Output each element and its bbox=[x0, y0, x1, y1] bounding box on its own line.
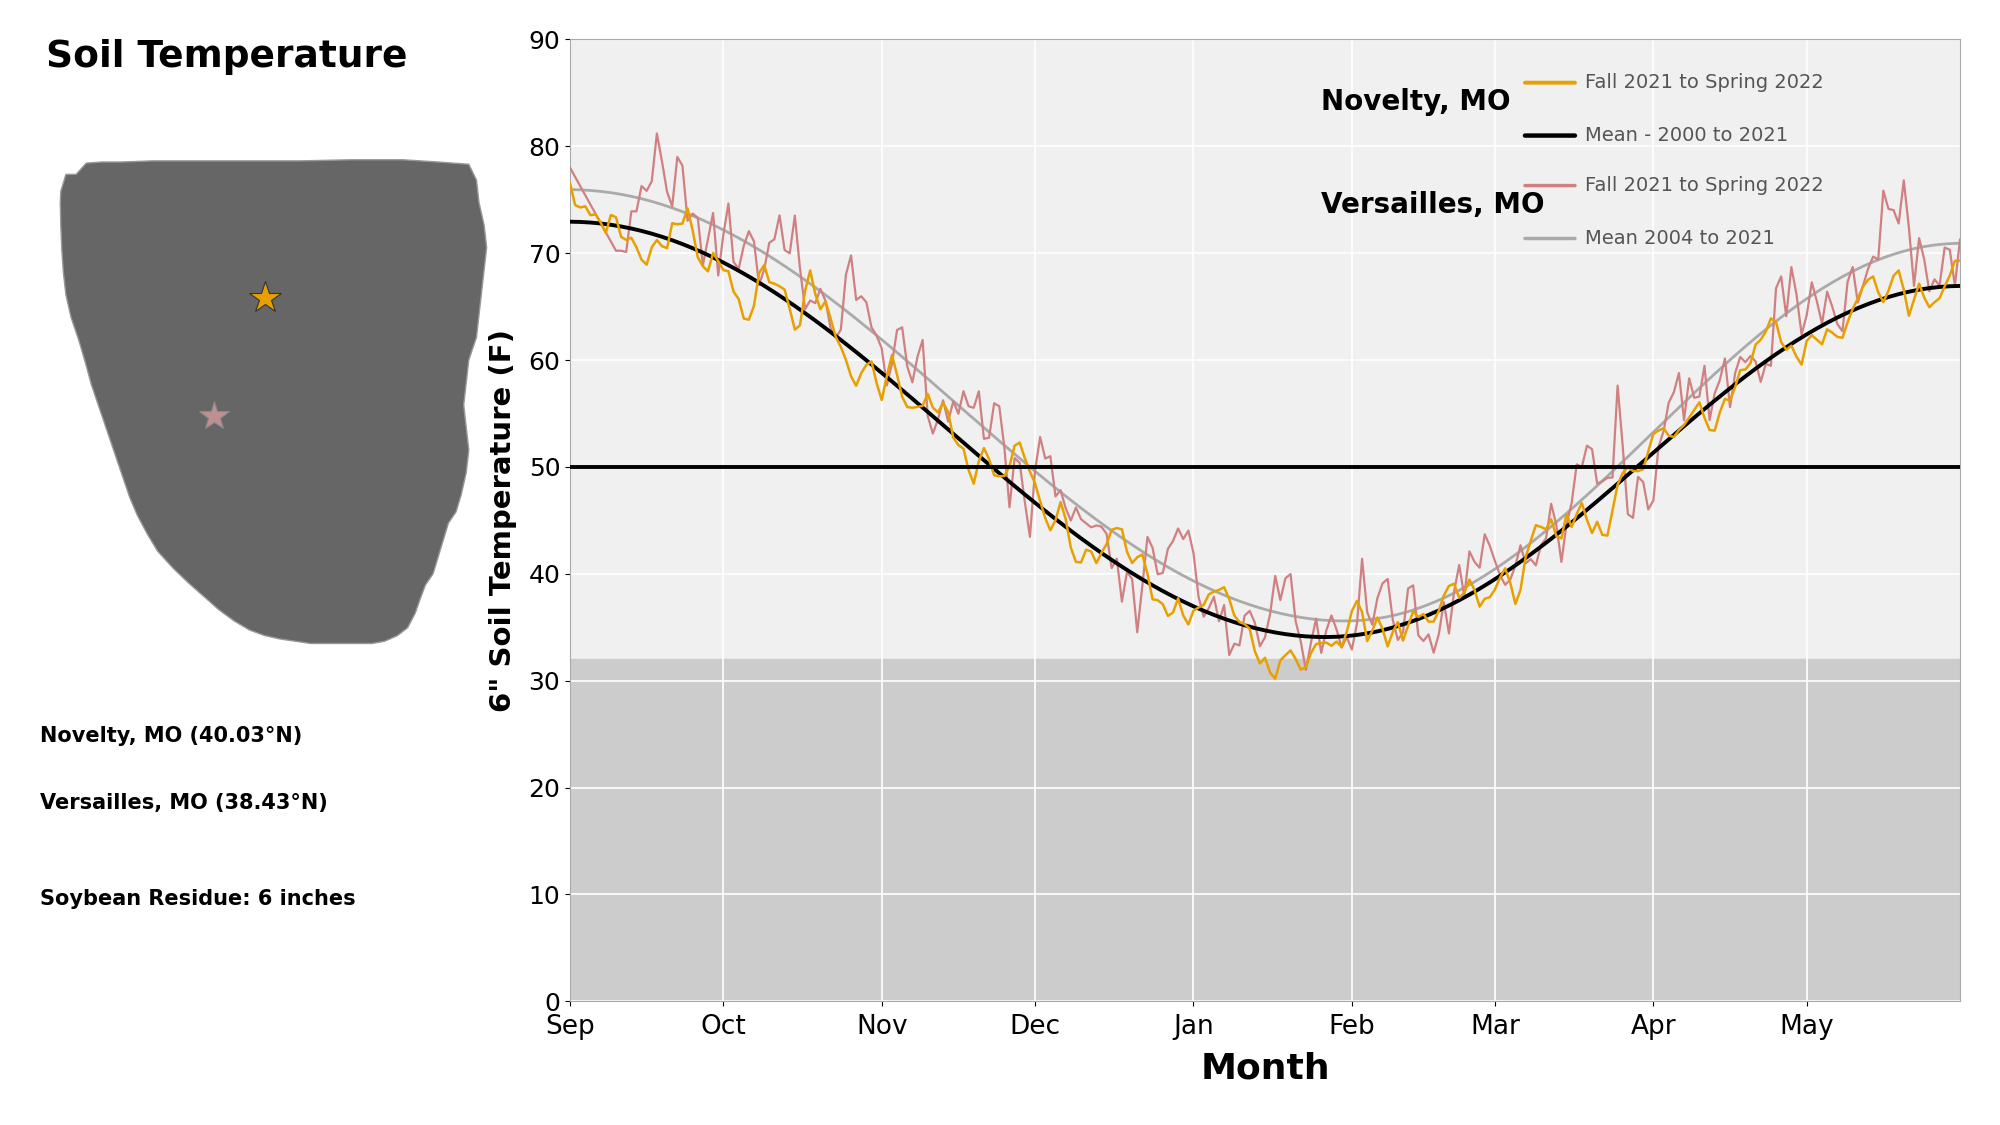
Text: Fall 2021 to Spring 2022: Fall 2021 to Spring 2022 bbox=[1584, 177, 1824, 195]
Y-axis label: 6" Soil Temperature (F): 6" Soil Temperature (F) bbox=[490, 328, 518, 712]
Text: Soybean Residue: 6 inches: Soybean Residue: 6 inches bbox=[40, 889, 356, 909]
Text: Novelty, MO (40.03°N): Novelty, MO (40.03°N) bbox=[40, 726, 302, 746]
Text: Versailles, MO (38.43°N): Versailles, MO (38.43°N) bbox=[40, 793, 328, 813]
Text: Mean - 2000 to 2021: Mean - 2000 to 2021 bbox=[1584, 126, 1788, 145]
Polygon shape bbox=[60, 160, 486, 643]
Text: Mean 2004 to 2021: Mean 2004 to 2021 bbox=[1584, 229, 1774, 248]
Text: Novelty, MO: Novelty, MO bbox=[1320, 88, 1510, 116]
Text: Fall 2021 to Spring 2022: Fall 2021 to Spring 2022 bbox=[1584, 73, 1824, 92]
X-axis label: Month: Month bbox=[1200, 1052, 1330, 1086]
Text: Soil Temperature: Soil Temperature bbox=[46, 39, 408, 75]
Text: Versailles, MO: Versailles, MO bbox=[1320, 191, 1544, 219]
Bar bbox=[570, 659, 1960, 1001]
